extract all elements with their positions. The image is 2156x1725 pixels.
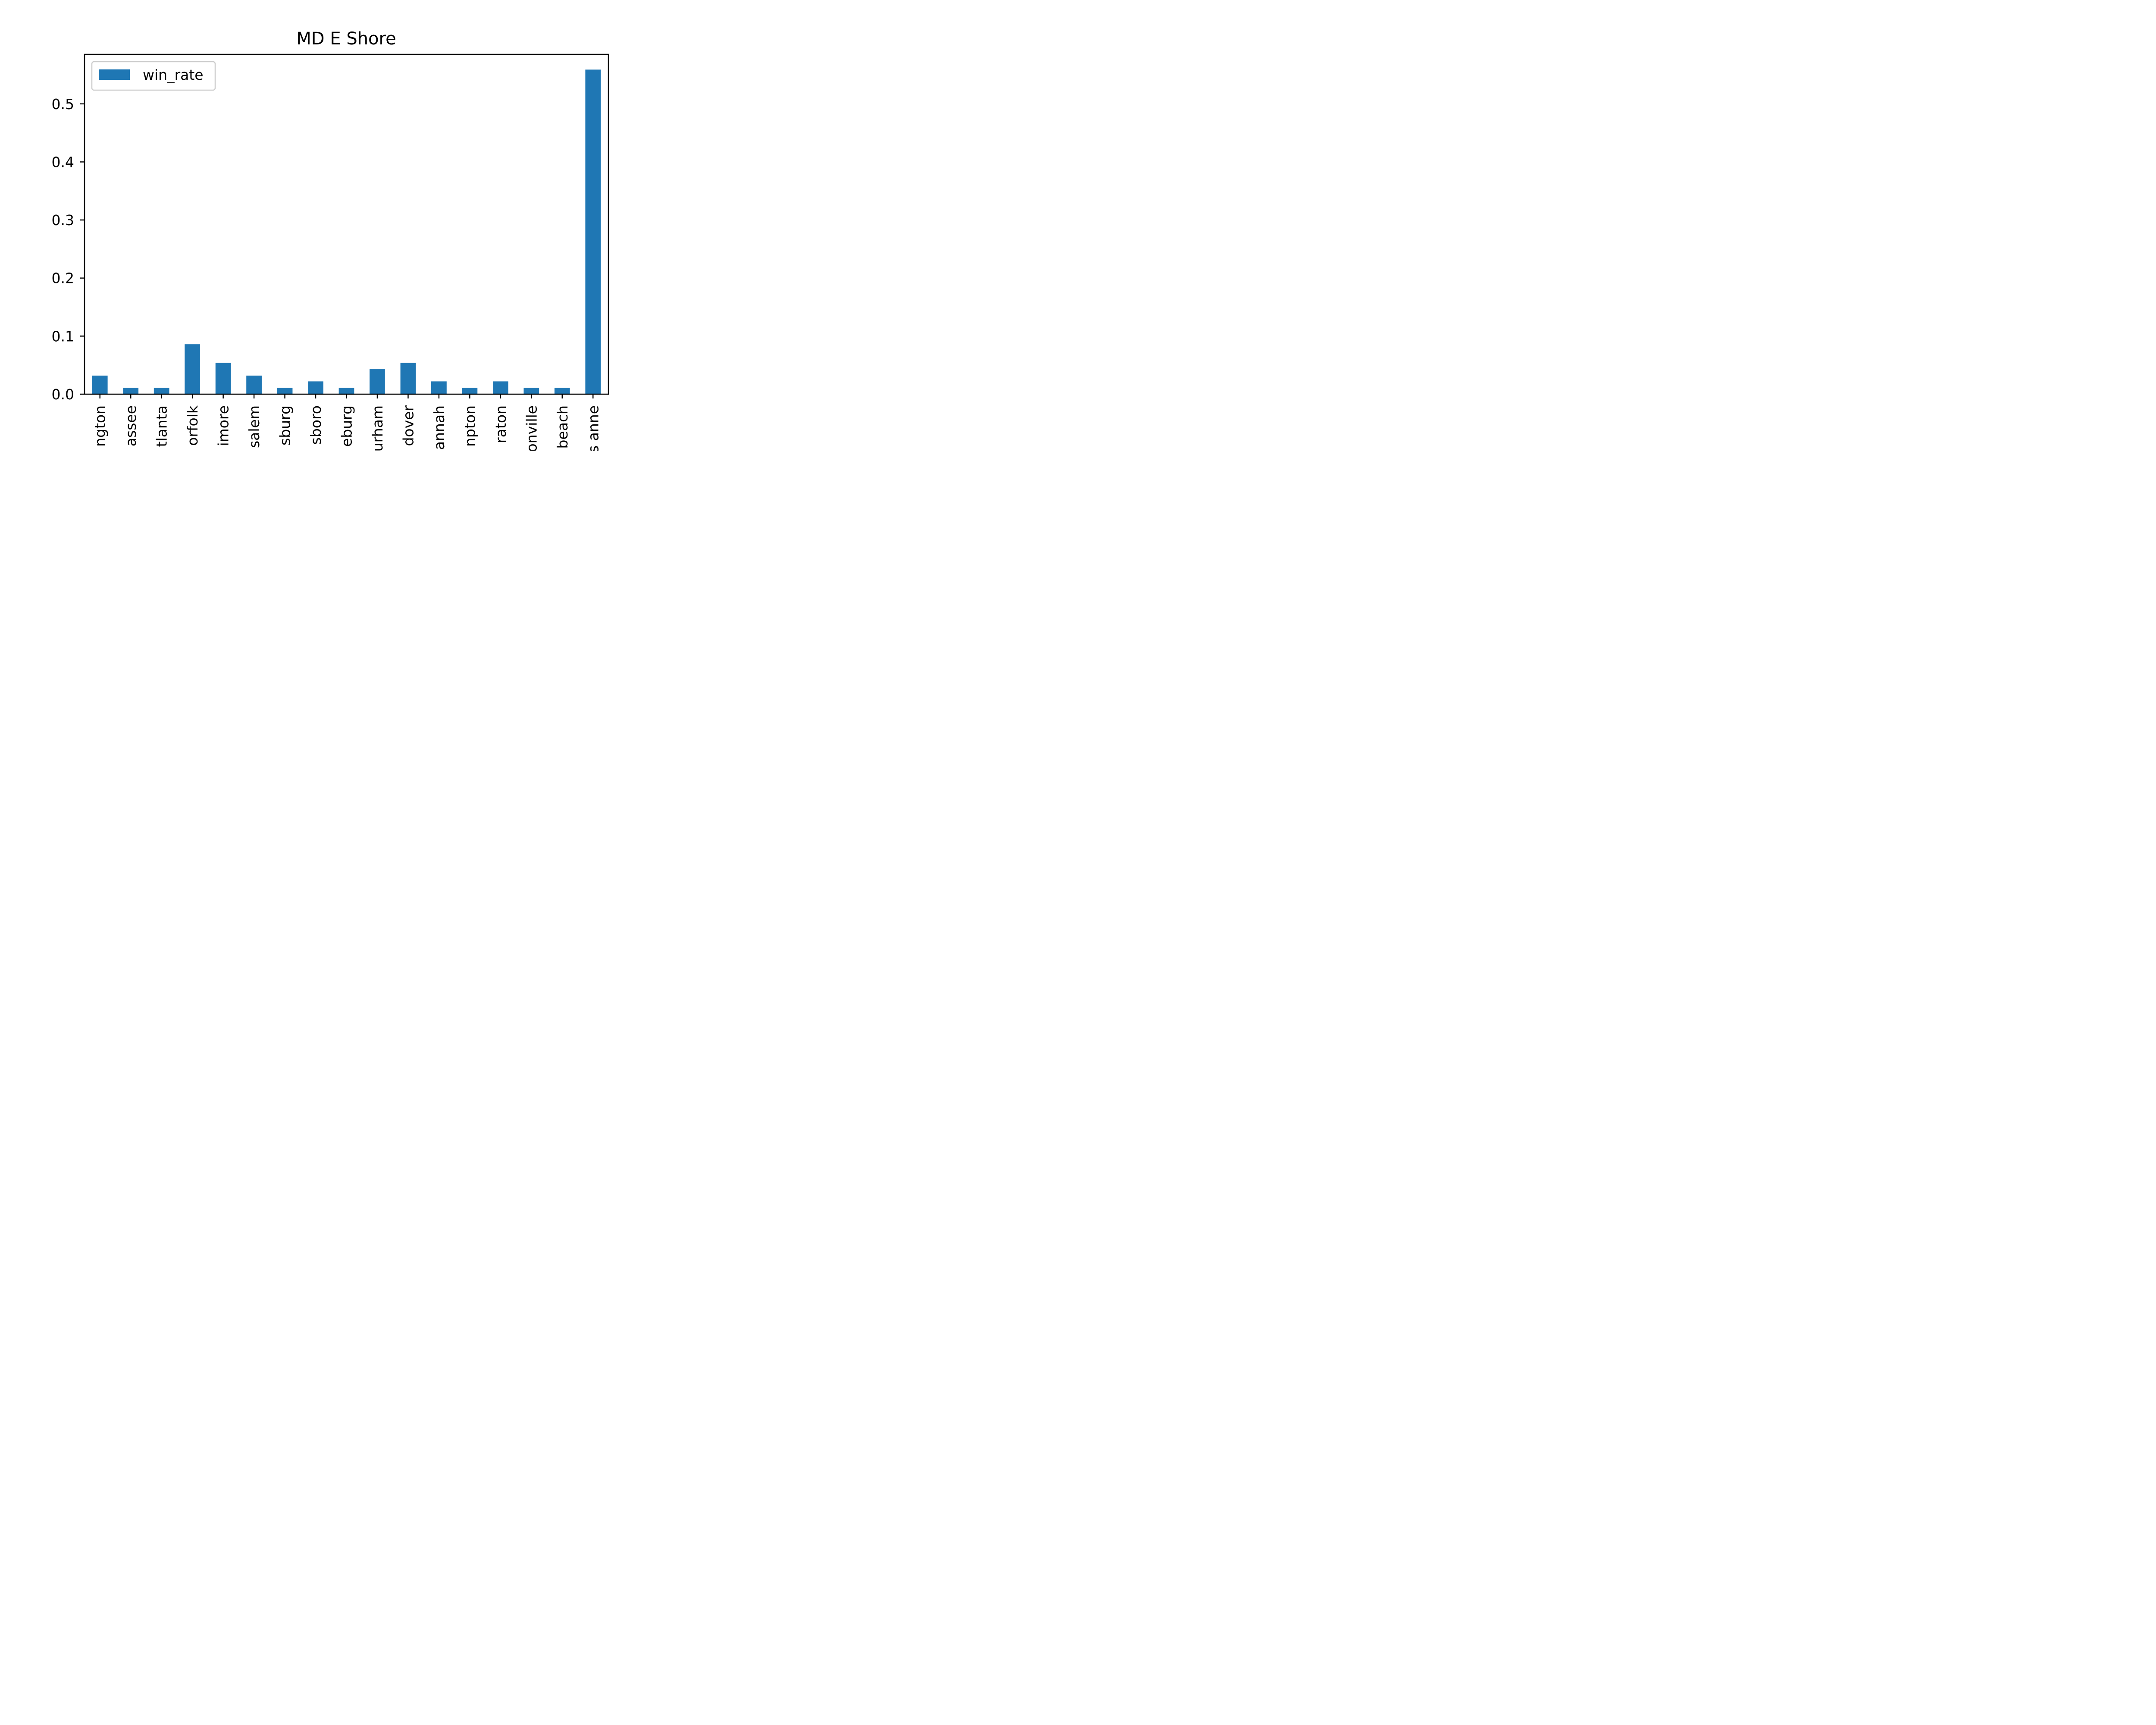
y-tick-label: 0.0 (52, 386, 74, 403)
bar-4 (215, 363, 231, 394)
x-tick-label: salem (246, 405, 263, 448)
legend-swatch (99, 69, 130, 80)
x-tick-label: dover (400, 405, 417, 446)
x-tick-label: raton (492, 405, 509, 443)
bar-2 (154, 388, 169, 394)
x-tick-label: urham (369, 405, 386, 451)
bar-10 (400, 363, 416, 394)
x-tick-label: ngton (92, 405, 109, 447)
x-tick-label: annah (431, 405, 448, 450)
bar-13 (492, 381, 508, 394)
x-tick-label: beach (554, 405, 571, 449)
bar-1 (123, 388, 139, 394)
bar-chart: MD E Shore 0.0 0.1 0.2 0.3 0.4 0.5 ngton assee… (52, 29, 609, 453)
y-tick-label: 0.4 (52, 154, 74, 170)
bars-group (92, 69, 601, 394)
legend-label: win_rate (143, 66, 204, 83)
y-tick-label: 0.2 (52, 270, 74, 287)
x-tick-label: sburg (277, 405, 294, 445)
bar-0 (92, 375, 108, 394)
x-tick-label: imore (215, 405, 232, 446)
bar-12 (462, 388, 478, 394)
y-axis: 0.0 0.1 0.2 0.3 0.4 0.5 (52, 96, 85, 403)
x-tick-label: sboro (307, 405, 324, 445)
x-tick-label: onville (523, 405, 540, 451)
y-tick-label: 0.1 (52, 328, 74, 345)
x-axis: ngton assee tlanta orfolk imore salem sburg sbo… (92, 394, 602, 453)
plot-frame (84, 53, 609, 395)
chart-title: MD E Shore (296, 29, 396, 49)
x-tick-label: orfolk (184, 405, 201, 446)
legend: win_rate (91, 61, 216, 91)
bar-11 (431, 381, 447, 394)
bar-5 (246, 375, 262, 394)
bar-15 (554, 388, 570, 394)
bar-7 (308, 381, 323, 394)
x-tick-label: assee (122, 405, 139, 446)
x-tick-label: s anne (585, 405, 602, 451)
chart-container: MD E Shore 0.0 0.1 0.2 0.3 0.4 0.5 ngton assee… (0, 0, 667, 453)
bar-14 (523, 388, 539, 394)
bar-9 (370, 369, 385, 394)
y-tick-label: 0.3 (52, 212, 74, 229)
legend-box (91, 61, 216, 91)
bar-8 (338, 388, 354, 394)
bar-6 (277, 388, 293, 394)
bar-3 (185, 344, 201, 394)
y-tick-label: 0.5 (52, 96, 74, 113)
x-tick-label: npton (461, 405, 478, 447)
x-tick-label: eburg (338, 405, 355, 447)
x-tick-label: tlanta (154, 405, 170, 447)
bar-16 (585, 69, 601, 394)
